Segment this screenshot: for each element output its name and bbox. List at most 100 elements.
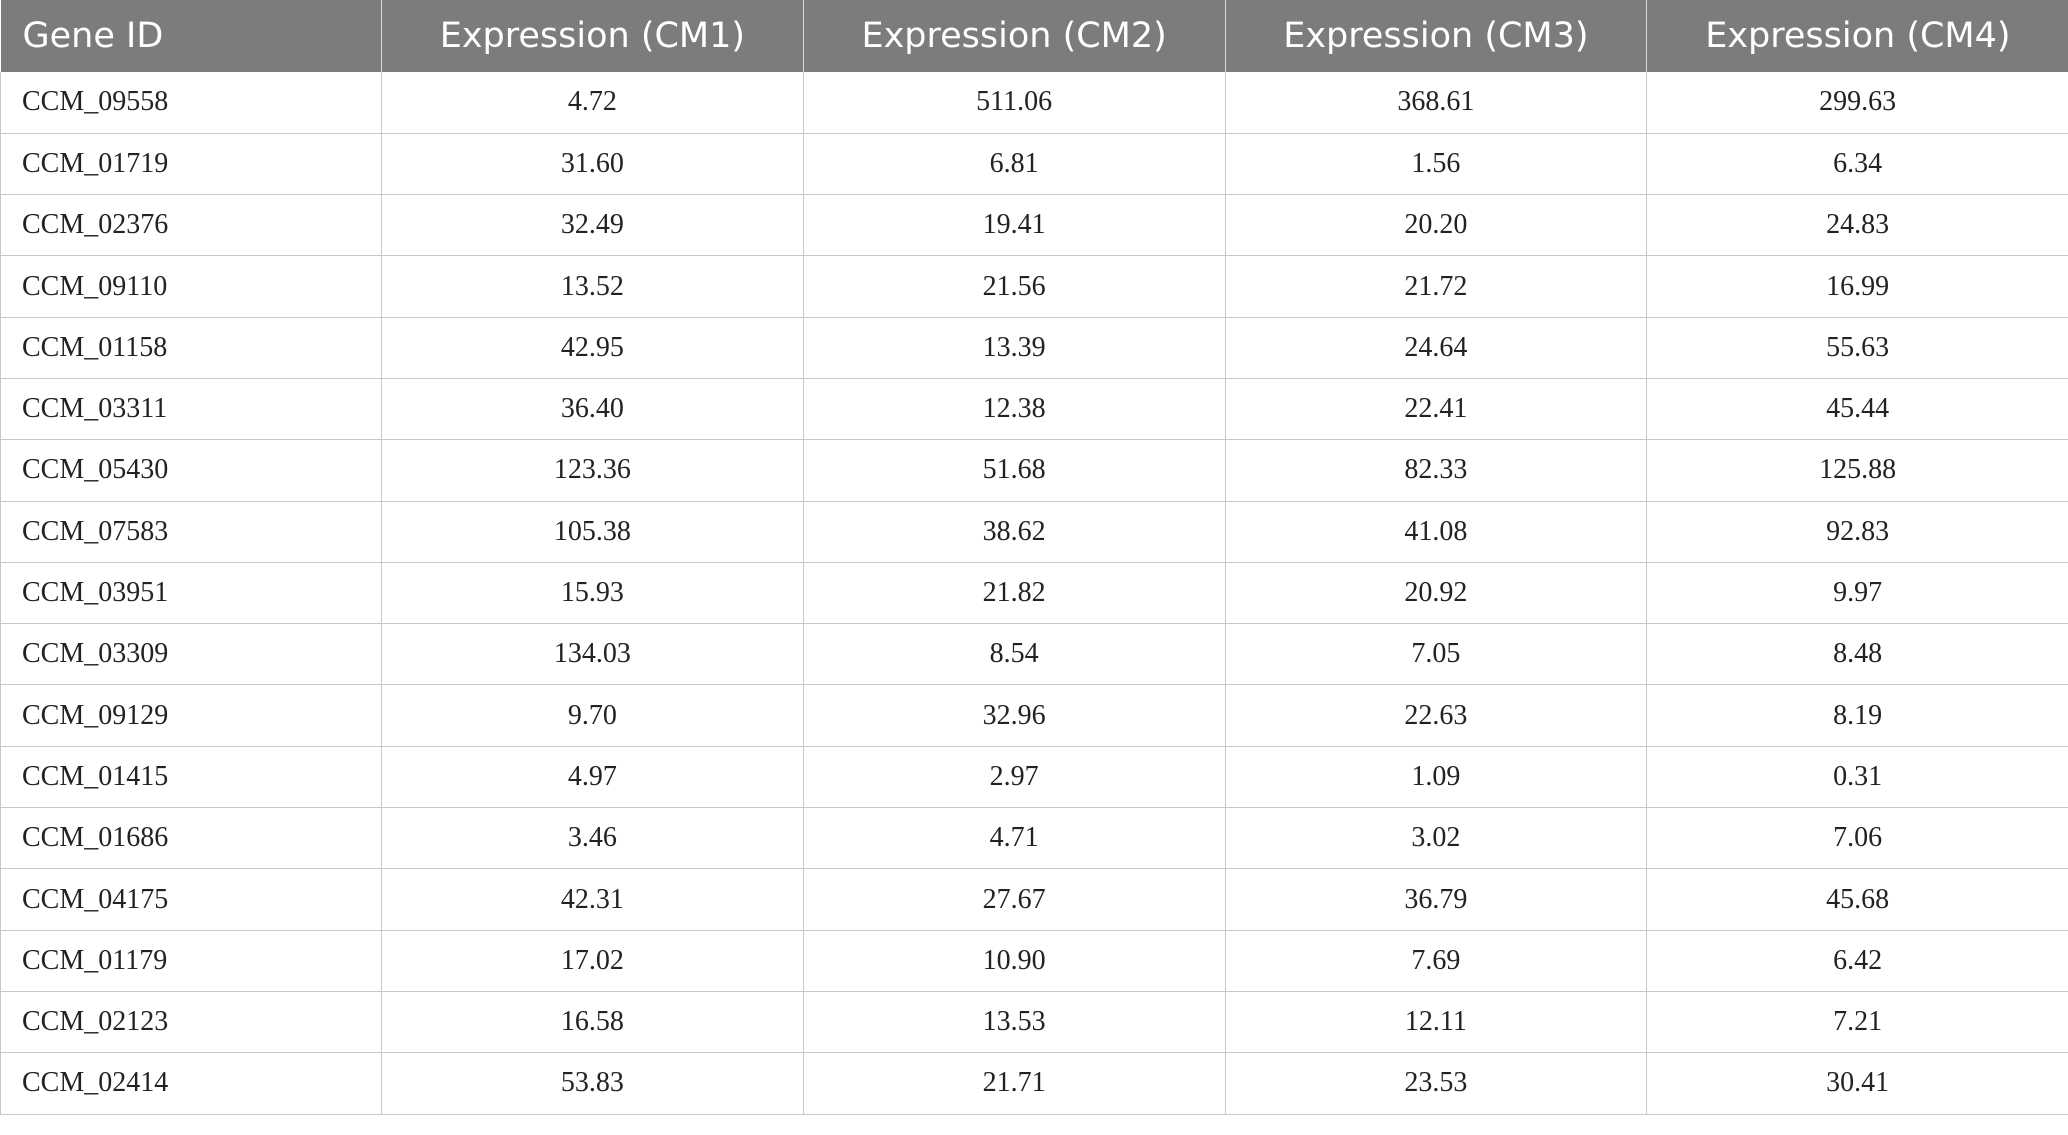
header-row: Gene ID Expression (CM1) Expression (CM2… <box>0 0 2068 72</box>
cm3-value-cell: 41.08 <box>1224 501 1648 563</box>
cm2-value-cell: 12.38 <box>802 378 1226 441</box>
header-gene-id: Gene ID <box>0 0 382 72</box>
cm3-value-cell: 22.63 <box>1224 684 1648 747</box>
table-row: CCM_02414 53.83 21.71 23.53 30.41 <box>0 1052 2068 1115</box>
cm1-value-cell: 42.31 <box>381 868 804 931</box>
table-row: CCM_07583 105.38 38.62 41.08 92.83 <box>0 501 2068 563</box>
gene-id-cell: CCM_07583 <box>0 501 382 563</box>
cm1-value-cell: 16.58 <box>381 991 804 1054</box>
table-row: CCM_09110 13.52 21.56 21.72 16.99 <box>0 255 2068 318</box>
cm1-value-cell: 105.38 <box>381 501 804 563</box>
cm2-value-cell: 6.81 <box>802 133 1226 196</box>
cm2-value-cell: 32.96 <box>802 684 1226 747</box>
cm4-value-cell: 0.31 <box>1646 746 2068 809</box>
gene-id-cell: CCM_01158 <box>0 317 382 379</box>
cm1-value-cell: 36.40 <box>381 378 804 441</box>
cm2-value-cell: 2.97 <box>802 746 1226 809</box>
gene-id-cell: CCM_03311 <box>0 378 382 441</box>
cm2-value-cell: 10.90 <box>802 930 1226 992</box>
gene-id-cell: CCM_09129 <box>0 684 382 747</box>
cm3-value-cell: 12.11 <box>1224 991 1648 1054</box>
table-row: CCM_03309 134.03 8.54 7.05 8.48 <box>0 623 2068 686</box>
cm4-value-cell: 7.21 <box>1646 991 2068 1054</box>
cm1-value-cell: 13.52 <box>381 255 804 318</box>
table-row: CCM_09558 4.72 511.06 368.61 299.63 <box>0 72 2068 134</box>
cm4-value-cell: 9.97 <box>1646 562 2068 625</box>
header-expression-cm4: Expression (CM4) <box>1646 0 2068 72</box>
cm4-value-cell: 6.42 <box>1646 930 2068 992</box>
gene-id-cell: CCM_04175 <box>0 868 382 931</box>
cm2-value-cell: 13.39 <box>802 317 1226 379</box>
cm2-value-cell: 4.71 <box>802 807 1226 870</box>
gene-id-cell: CCM_09558 <box>0 72 382 134</box>
cm3-value-cell: 23.53 <box>1224 1052 1648 1115</box>
cm4-value-cell: 55.63 <box>1646 317 2068 379</box>
cm2-value-cell: 21.56 <box>802 255 1226 318</box>
table-row: CCM_02123 16.58 13.53 12.11 7.21 <box>0 991 2068 1054</box>
table-row: CCM_03311 36.40 12.38 22.41 45.44 <box>0 378 2068 441</box>
gene-id-cell: CCM_02414 <box>0 1052 382 1115</box>
cm3-value-cell: 368.61 <box>1224 72 1648 134</box>
header-expression-cm2: Expression (CM2) <box>803 0 1226 72</box>
gene-id-cell: CCM_01179 <box>0 930 382 992</box>
table-row: CCM_04175 42.31 27.67 36.79 45.68 <box>0 868 2068 931</box>
cm1-value-cell: 32.49 <box>381 194 804 257</box>
gene-id-cell: CCM_02123 <box>0 991 382 1054</box>
gene-id-cell: CCM_05430 <box>0 439 382 502</box>
cm3-value-cell: 7.05 <box>1224 623 1648 686</box>
cm3-value-cell: 7.69 <box>1224 930 1648 992</box>
cm1-value-cell: 4.97 <box>381 746 804 809</box>
cm1-value-cell: 4.72 <box>381 72 804 134</box>
cm2-value-cell: 27.67 <box>802 868 1226 931</box>
gene-id-cell: CCM_01686 <box>0 807 382 870</box>
cm3-value-cell: 20.20 <box>1224 194 1648 257</box>
gene-id-cell: CCM_09110 <box>0 255 382 318</box>
cm1-value-cell: 53.83 <box>381 1052 804 1115</box>
cm3-value-cell: 21.72 <box>1224 255 1648 318</box>
cm4-value-cell: 8.19 <box>1646 684 2068 747</box>
cm2-value-cell: 511.06 <box>802 72 1226 134</box>
cm4-value-cell: 8.48 <box>1646 623 2068 686</box>
cm4-value-cell: 16.99 <box>1646 255 2068 318</box>
cm4-value-cell: 30.41 <box>1646 1052 2068 1115</box>
header-expression-cm1: Expression (CM1) <box>381 0 804 72</box>
table-row: CCM_01179 17.02 10.90 7.69 6.42 <box>0 930 2068 992</box>
gene-id-cell: CCM_03951 <box>0 562 382 625</box>
cm1-value-cell: 15.93 <box>381 562 804 625</box>
cm2-value-cell: 19.41 <box>802 194 1226 257</box>
cm1-value-cell: 9.70 <box>381 684 804 747</box>
header-expression-cm3: Expression (CM3) <box>1225 0 1648 72</box>
cm3-value-cell: 24.64 <box>1224 317 1648 379</box>
table-body: CCM_09558 4.72 511.06 368.61 299.63 CCM_01719… <box>0 72 2068 1115</box>
cm1-value-cell: 134.03 <box>381 623 804 686</box>
gene-id-cell: CCM_03309 <box>0 623 382 686</box>
cm1-value-cell: 17.02 <box>381 930 804 992</box>
table-row: CCM_09129 9.70 32.96 22.63 8.19 <box>0 684 2068 747</box>
gene-id-cell: CCM_01719 <box>0 133 382 196</box>
cm3-value-cell: 1.56 <box>1224 133 1648 196</box>
table-row: CCM_01158 42.95 13.39 24.64 55.63 <box>0 317 2068 379</box>
cm1-value-cell: 3.46 <box>381 807 804 870</box>
gene-id-cell: CCM_02376 <box>0 194 382 257</box>
table-row: CCM_02376 32.49 19.41 20.20 24.83 <box>0 194 2068 257</box>
cm3-value-cell: 36.79 <box>1224 868 1648 931</box>
cm2-value-cell: 21.71 <box>802 1052 1226 1115</box>
cm4-value-cell: 92.83 <box>1646 501 2068 563</box>
table-row: CCM_05430 123.36 51.68 82.33 125.88 <box>0 439 2068 502</box>
cm2-value-cell: 38.62 <box>802 501 1226 563</box>
cm4-value-cell: 299.63 <box>1646 72 2068 134</box>
cm3-value-cell: 1.09 <box>1224 746 1648 809</box>
cm4-value-cell: 24.83 <box>1646 194 2068 257</box>
cm3-value-cell: 82.33 <box>1224 439 1648 502</box>
cm4-value-cell: 125.88 <box>1646 439 2068 502</box>
cm2-value-cell: 21.82 <box>802 562 1226 625</box>
table-row: CCM_01686 3.46 4.71 3.02 7.06 <box>0 807 2068 870</box>
gene-id-cell: CCM_01415 <box>0 746 382 809</box>
cm2-value-cell: 51.68 <box>802 439 1226 502</box>
cm1-value-cell: 123.36 <box>381 439 804 502</box>
cm1-value-cell: 42.95 <box>381 317 804 379</box>
cm4-value-cell: 7.06 <box>1646 807 2068 870</box>
cm3-value-cell: 3.02 <box>1224 807 1648 870</box>
cm1-value-cell: 31.60 <box>381 133 804 196</box>
